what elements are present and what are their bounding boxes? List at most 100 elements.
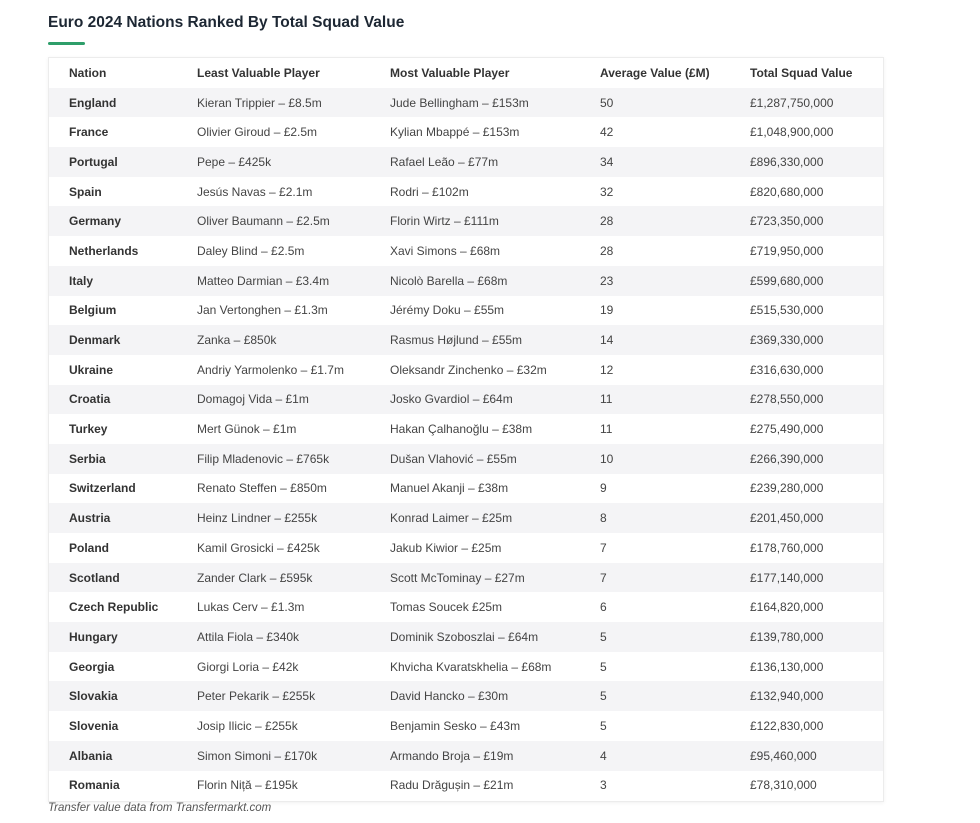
nation-cell: Italy	[69, 273, 94, 288]
least-valuable-cell: Peter Pekarik – £255k	[197, 689, 316, 704]
nation-cell: Denmark	[69, 333, 121, 348]
average-value-cell: 6	[600, 600, 607, 615]
total-value-cell: £95,460,000	[750, 748, 817, 763]
table-row: Slovakia Peter Pekarik – £255k David Hanck…	[49, 681, 883, 712]
average-value-cell: 5	[600, 689, 607, 704]
nation-cell: Albania	[69, 748, 113, 763]
most-valuable-cell: Jérémy Doku – £55m	[390, 303, 505, 318]
least-valuable-cell: Giorgi Loria – £42k	[197, 659, 299, 674]
nation-cell: Germany	[69, 214, 122, 229]
total-value-cell: £139,780,000	[750, 629, 824, 644]
table-row: Germany Oliver Baumann – £2.5m Florin Wirt…	[49, 206, 883, 237]
table-header-row: Nation Least Valuable Player Most Valuab…	[49, 58, 883, 88]
most-valuable-cell: Dušan Vlahović – £55m	[390, 451, 517, 466]
most-valuable-cell: Jude Bellingham – £153m	[390, 95, 529, 110]
squad-value-table: Nation Least Valuable Player Most Valuab…	[49, 58, 883, 800]
least-valuable-cell: Heinz Lindner – £255k	[197, 511, 318, 526]
nation-cell: Romania	[69, 778, 120, 793]
nation-cell: Hungary	[69, 629, 118, 644]
least-valuable-cell: Zanka – £850k	[197, 333, 277, 348]
nation-cell: Austria	[69, 511, 111, 526]
average-value-cell: 5	[600, 659, 607, 674]
table-row: Poland Kamil Grosicki – £425k Jakub Kiwior…	[49, 533, 883, 563]
table-row: Slovenia Josip Ilicic – £255k Benjamin Ses…	[49, 711, 883, 741]
nation-cell: Belgium	[69, 303, 117, 318]
table-row: Portugal Pepe – £425k Rafael Leão – £77m 34…	[49, 147, 883, 177]
nation-cell: Ukraine	[69, 362, 114, 377]
nation-cell: England	[69, 95, 117, 110]
page-title: Euro 2024 Nations Ranked By Total Squad …	[48, 14, 405, 31]
average-value-cell: 11	[600, 392, 613, 407]
nation-cell: Georgia	[69, 659, 115, 674]
table-row: Serbia Filip Mladenovic – £765k Dušan Vlah…	[49, 443, 883, 474]
nation-cell: Croatia	[69, 392, 111, 407]
total-value-cell: £275,490,000	[750, 422, 824, 437]
most-valuable-cell: Nicolò Barella – £68m	[390, 273, 508, 288]
average-value-cell: 32	[600, 184, 614, 199]
most-valuable-cell: Manuel Akanji – £38m	[390, 481, 509, 496]
least-valuable-cell: Filip Mladenovic – £765k	[197, 451, 330, 466]
least-valuable-cell: Matteo Darmian – £3.4m	[197, 273, 330, 288]
table-row: Romania Florin Niță – £195k Radu Drăgușin …	[49, 771, 883, 801]
most-valuable-cell: Hakan Çalhanoğlu – £38m	[390, 422, 533, 437]
table-row: Albania Simon Simoni – £170k Armando Broja…	[49, 740, 883, 771]
most-valuable-cell: Xavi Simons – £68m	[390, 243, 501, 258]
total-value-cell: £820,680,000	[750, 184, 824, 199]
average-value-cell: 12	[600, 362, 614, 377]
most-valuable-cell: Kylian Mbappé – £153m	[390, 125, 520, 140]
most-valuable-cell: Khvicha Kvaratskhelia – £68m	[390, 659, 552, 674]
most-valuable-cell: Oleksandr Zinchenko – £32m	[390, 362, 547, 377]
table-row: Switzerland Renato Steffen – £850m Manuel …	[49, 474, 883, 504]
least-valuable-cell: Attila Fiola – £340k	[197, 629, 300, 644]
total-value-cell: £266,390,000	[750, 451, 824, 466]
most-valuable-cell: Armando Broja – £19m	[390, 748, 514, 763]
total-value-cell: £896,330,000	[750, 154, 824, 169]
table-row: Belgium Jan Vertonghen – £1.3m Jérémy Doku…	[49, 296, 883, 326]
least-valuable-cell: Domagoj Vida – £1m	[197, 392, 309, 407]
total-value-cell: £369,330,000	[750, 333, 824, 348]
most-valuable-cell: Rasmus Højlund – £55m	[390, 333, 523, 348]
least-valuable-cell: Kamil Grosicki – £425k	[197, 540, 320, 555]
average-value-cell: 42	[600, 125, 614, 140]
total-value-cell: £178,760,000	[750, 540, 824, 555]
total-value-cell: £278,550,000	[750, 392, 824, 407]
total-value-cell: £723,350,000	[750, 214, 824, 229]
most-valuable-cell: Rodri – £102m	[390, 184, 469, 199]
nation-cell: Poland	[69, 540, 110, 555]
total-value-cell: £316,630,000	[750, 362, 824, 377]
nation-cell: Portugal	[69, 154, 118, 169]
nation-cell: Netherlands	[69, 243, 139, 258]
table-row: Scotland Zander Clark – £595k Scott McTomi…	[49, 562, 883, 593]
nation-cell: Slovenia	[69, 718, 119, 733]
least-valuable-cell: Renato Steffen – £850m	[197, 481, 327, 496]
table-row: Austria Heinz Lindner – £255k Konrad Laime…	[49, 503, 883, 533]
average-value-cell: 3	[600, 778, 607, 793]
total-value-cell: £239,280,000	[750, 481, 824, 496]
table-row: Denmark Zanka – £850k Rasmus Højlund – £55…	[49, 325, 883, 355]
nation-cell: Serbia	[69, 451, 106, 466]
table-row: Italy Matteo Darmian – £3.4m Nicolò Barell…	[49, 265, 883, 296]
most-valuable-cell: Benjamin Sesko – £43m	[390, 718, 521, 733]
squad-value-table-card: Nation Least Valuable Player Most Valuab…	[48, 57, 884, 802]
most-valuable-cell: David Hancko – £30m	[390, 689, 509, 704]
total-value-cell: £599,680,000	[750, 273, 824, 288]
least-valuable-cell: Mert Günok – £1m	[197, 422, 297, 437]
nation-cell: Slovakia	[69, 689, 118, 704]
total-value-cell: £177,140,000	[750, 570, 824, 585]
header-nation: Nation	[69, 65, 107, 80]
most-valuable-cell: Rafael Leão – £77m	[390, 154, 499, 169]
average-value-cell: 5	[600, 629, 607, 644]
table-row: Netherlands Daley Blind – £2.5m Xavi Simon…	[49, 236, 883, 266]
average-value-cell: 28	[600, 214, 614, 229]
table-row: Hungary Attila Fiola – £340k Dominik Szobo…	[49, 622, 883, 652]
least-valuable-cell: Simon Simoni – £170k	[197, 748, 318, 763]
average-value-cell: 23	[600, 273, 614, 288]
most-valuable-cell: Florin Wirtz – £111m	[390, 214, 499, 229]
most-valuable-cell: Scott McTominay – £27m	[390, 570, 525, 585]
header-most-valuable: Most Valuable Player	[390, 65, 510, 80]
total-value-cell: £515,530,000	[750, 303, 824, 318]
total-value-cell: £132,940,000	[750, 689, 824, 704]
header-total-value: Total Squad Value	[750, 65, 853, 80]
average-value-cell: 4	[600, 748, 607, 763]
header-least-valuable: Least Valuable Player	[197, 65, 320, 80]
